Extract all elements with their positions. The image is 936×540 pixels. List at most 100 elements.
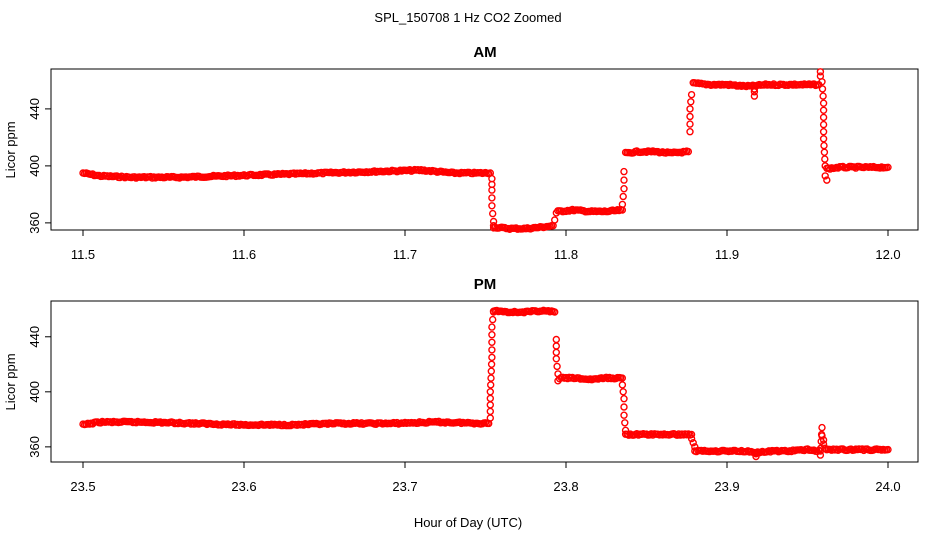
pm-data-point	[488, 331, 496, 339]
pm-data-point	[744, 447, 752, 455]
pm-data-point	[552, 342, 560, 350]
am-data-point	[686, 112, 694, 121]
pm-x-tick-label: 23.5	[70, 479, 95, 494]
am-data-point	[620, 184, 628, 193]
pm-points-layer	[79, 306, 892, 461]
am-data-point	[819, 120, 828, 129]
pm-data-point	[486, 394, 494, 403]
am-data-point	[620, 176, 628, 184]
pm-y-axis: 360 400 440	[27, 326, 51, 458]
pm-data-point	[621, 426, 630, 435]
am-data-point	[823, 176, 831, 184]
am-data-point	[810, 80, 818, 88]
am-data-point	[750, 92, 759, 100]
pm-x-axis: 23.5 23.6 23.7 23.8 23.9 24.0	[70, 462, 901, 494]
am-x-tick-label: 11.9	[715, 247, 739, 262]
pm-data-point	[618, 381, 627, 389]
am-x-tick-label: 11.5	[71, 247, 95, 262]
x-axis-label: Hour of Day (UTC)	[414, 515, 522, 530]
pm-x-tick-label: 23.7	[392, 479, 417, 494]
pm-data-point	[621, 419, 629, 427]
am-x-tick-label: 11.6	[232, 247, 256, 262]
am-data-point	[488, 194, 496, 202]
am-data-point	[820, 148, 829, 157]
am-data-point	[820, 141, 828, 150]
pm-data-point	[819, 440, 828, 448]
am-data-point	[819, 127, 828, 136]
pm-x-tick-label: 23.9	[714, 479, 739, 494]
am-data-point	[818, 85, 827, 93]
am-y-axis-label: Licor ppm	[3, 121, 18, 178]
pm-data-point	[488, 353, 496, 362]
am-data-point	[821, 172, 829, 180]
am-data-point	[819, 106, 828, 115]
am-data-point	[619, 192, 627, 201]
pm-panel: PM 23.5 23.6 23.7 23.8 23.9 24.0 360 400 440 Li…	[3, 276, 919, 494]
pm-data-point	[618, 374, 627, 382]
am-y-tick-label: 440	[27, 98, 42, 120]
pm-y-tick-label: 400	[27, 381, 42, 403]
am-x-tick-label: 12.0	[875, 247, 900, 262]
am-data-point	[819, 99, 828, 107]
pm-data-point	[620, 395, 628, 403]
pm-data-point	[884, 445, 892, 454]
am-x-tick-label: 11.7	[393, 247, 417, 262]
am-data-point	[818, 78, 826, 86]
am-x-tick-label: 11.8	[554, 247, 578, 262]
pm-data-point	[487, 360, 496, 368]
pm-data-point	[620, 403, 628, 411]
am-data-point	[750, 88, 759, 96]
pm-data-point	[487, 381, 495, 389]
am-y-axis: 360 400 440	[27, 98, 51, 234]
pm-data-point	[818, 432, 826, 440]
am-points-layer	[79, 68, 892, 234]
am-data-point	[686, 127, 694, 136]
am-data-point	[618, 200, 627, 209]
pm-data-point	[619, 388, 627, 396]
am-data-point	[750, 85, 759, 93]
am-data-point	[687, 98, 695, 106]
pm-data-point	[552, 355, 560, 363]
am-data-point	[684, 147, 693, 156]
pm-data-point	[551, 308, 559, 316]
am-y-tick-label: 360	[27, 212, 42, 234]
pm-panel-title: PM	[474, 276, 497, 293]
pm-data-point	[488, 338, 496, 346]
am-data-point	[687, 90, 696, 99]
pm-data-point	[486, 401, 494, 409]
pm-data-point	[486, 388, 494, 396]
figure-title: SPL_150708 1 Hz CO2 Zoomed	[374, 10, 561, 25]
am-data-point	[551, 216, 559, 224]
am-plot-frame	[50, 68, 919, 231]
pm-data-point	[488, 323, 496, 331]
pm-data-point	[552, 335, 560, 344]
pm-data-point	[816, 451, 825, 459]
am-data-point	[884, 163, 892, 172]
pm-data-point	[687, 430, 696, 439]
am-panel-title: AM	[473, 44, 496, 61]
pm-data-point	[553, 362, 561, 371]
pm-x-tick-label: 24.0	[875, 479, 900, 494]
am-x-axis: 11.5 11.6 11.7 11.8 11.9 12.0	[71, 230, 901, 262]
pm-data-point	[819, 436, 828, 444]
pm-data-point	[486, 414, 494, 422]
am-data-point	[816, 68, 825, 76]
pm-data-point	[552, 348, 560, 357]
pm-y-axis-label: Licor ppm	[3, 353, 18, 410]
pm-data-point	[752, 452, 760, 461]
pm-data-point	[787, 447, 796, 456]
pm-x-tick-label: 23.6	[231, 479, 256, 494]
am-data-point	[488, 202, 496, 210]
pm-data-point	[489, 315, 497, 324]
am-data-point	[819, 92, 827, 100]
pm-y-tick-label: 440	[27, 326, 42, 348]
am-data-point	[686, 120, 694, 128]
am-data-point	[488, 186, 496, 194]
am-data-point	[489, 209, 497, 218]
pm-data-point	[620, 411, 628, 419]
am-data-point	[821, 155, 829, 163]
pm-data-point	[687, 434, 696, 443]
pm-data-point	[818, 423, 826, 432]
am-data-point	[826, 165, 834, 173]
